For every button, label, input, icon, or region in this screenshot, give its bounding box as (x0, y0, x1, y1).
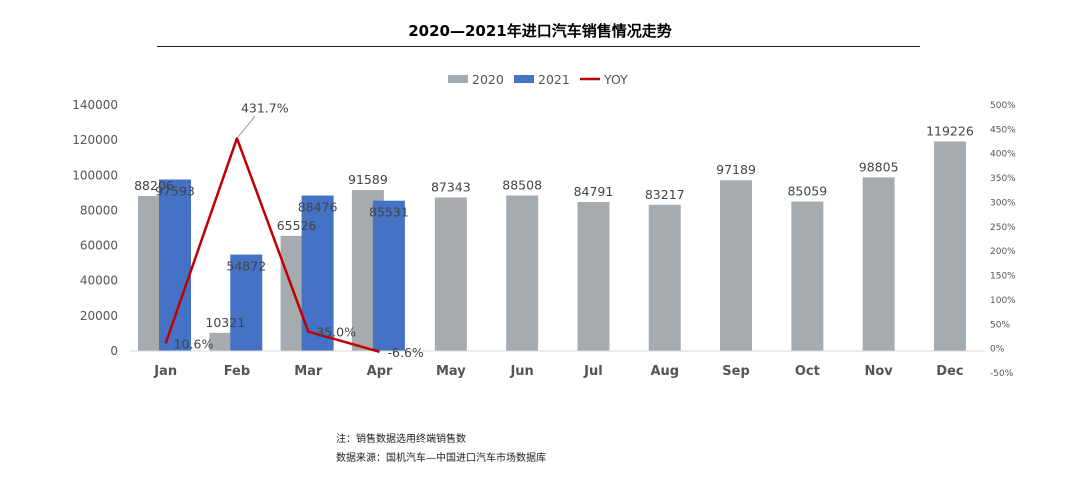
y-right-tick-label: 300% (990, 198, 1016, 208)
x-category-label: Dec (936, 364, 963, 379)
x-category-label: Mar (294, 364, 323, 379)
y-right-tick-label: 450% (990, 125, 1016, 135)
chart-title: 2020—2021年进口汽车销售情况走势 (408, 22, 672, 40)
legend-label: 2020 (472, 72, 504, 87)
y-left-tick-label: 140000 (72, 98, 118, 112)
yoy-line (164, 137, 380, 354)
y-right-tick-label: 150% (990, 272, 1016, 282)
data-label-2020: 98805 (859, 159, 899, 174)
bar-2021 (372, 200, 405, 351)
yoy-data-label: -6.6% (388, 345, 424, 360)
x-category-label: Feb (224, 364, 250, 379)
y-right-tick-label: 500% (990, 101, 1016, 111)
data-label-2020: 85059 (787, 184, 827, 199)
data-label-2020: 88508 (502, 177, 542, 192)
legend-label: YOY (603, 72, 628, 87)
x-category-label: Nov (865, 364, 894, 379)
bar-2020 (577, 202, 610, 351)
x-axis-categories: Jan Feb Mar Apr May Jun Jul Aug Sep Oct Nov Dec (153, 364, 963, 379)
y-left-tick-label: 40000 (80, 274, 118, 288)
x-category-label: Jan (153, 364, 177, 379)
data-label-2021: 88476 (298, 200, 338, 215)
y-left-tick-label: 60000 (80, 239, 118, 253)
y-left-tick-label: 20000 (80, 309, 118, 323)
y-right-tick-label: 200% (990, 247, 1016, 257)
yoy-line-group (164, 115, 380, 354)
bar-2020 (506, 195, 539, 351)
y-right-tick-label: 100% (990, 296, 1016, 306)
bar-2020 (933, 141, 966, 351)
data-label-2021: 85531 (369, 205, 409, 220)
legend-swatch-2020 (448, 75, 468, 83)
x-category-label: May (436, 364, 466, 379)
data-label-2020: 83217 (645, 187, 685, 202)
footnote-2: 数据来源：国机汽车—中国进口汽车市场数据库 (336, 453, 546, 464)
legend-label: 2021 (538, 72, 570, 87)
y-left-tick-label: 120000 (72, 133, 118, 147)
x-category-label: Apr (367, 364, 393, 379)
y-axis-right: -50% 0% 50% 100% 150% 200% 250% 300% 350% 400% 450… (990, 101, 1016, 379)
x-category-label: Aug (650, 364, 679, 379)
yoy-label-leader (236, 115, 256, 139)
y-right-tick-label: 400% (990, 150, 1016, 160)
y-right-tick-label: 250% (990, 223, 1016, 233)
legend: 2020 2021 YOY (448, 72, 628, 87)
data-label-2020: 91589 (348, 172, 388, 187)
yoy-data-label: 431.7% (241, 100, 289, 115)
y-axis-left: 0 20000 40000 60000 80000 100000 120000 140000 (72, 98, 118, 358)
y-left-tick-label: 100000 (72, 168, 118, 182)
data-label-2020: 10321 (205, 315, 245, 330)
x-category-label: Oct (795, 364, 820, 379)
y-right-tick-label: 50% (990, 320, 1010, 330)
x-category-label: Jun (509, 364, 533, 379)
bar-2020 (720, 180, 753, 351)
bar-2020 (862, 177, 895, 351)
data-label-2020: 87343 (431, 180, 471, 195)
footnotes: 注：销售数据选用终端销售数 数据来源：国机汽车—中国进口汽车市场数据库 (336, 430, 546, 468)
bars (138, 141, 966, 351)
x-category-label: Sep (722, 364, 750, 379)
data-label-2020: 97189 (716, 162, 756, 177)
footnote-1: 注：销售数据选用终端销售数 (336, 434, 466, 445)
bar-2020 (434, 197, 467, 351)
data-label-2020: 119226 (926, 124, 974, 139)
data-label-2021: 54872 (226, 259, 266, 274)
data-label-2020: 88206 (134, 178, 174, 193)
x-category-label: Jul (583, 364, 603, 379)
bar-2020 (648, 204, 681, 351)
title-underline (157, 46, 920, 47)
yoy-data-label: 10.6% (174, 336, 214, 351)
y-right-tick-label: -50% (990, 369, 1014, 379)
bar-2021 (230, 254, 263, 351)
y-left-tick-label: 0 (110, 344, 118, 358)
y-right-tick-label: 0% (990, 345, 1005, 355)
y-left-tick-label: 80000 (80, 203, 118, 217)
data-label-2020: 84791 (574, 184, 614, 199)
yoy-data-label: 35.0% (316, 325, 356, 340)
y-right-tick-label: 350% (990, 174, 1016, 184)
bar-2021 (159, 179, 191, 351)
data-label-2020: 65526 (277, 218, 317, 233)
data-label-2021: 97593 (155, 184, 195, 199)
bar-2020 (791, 201, 824, 351)
legend-swatch-2021 (514, 75, 534, 83)
